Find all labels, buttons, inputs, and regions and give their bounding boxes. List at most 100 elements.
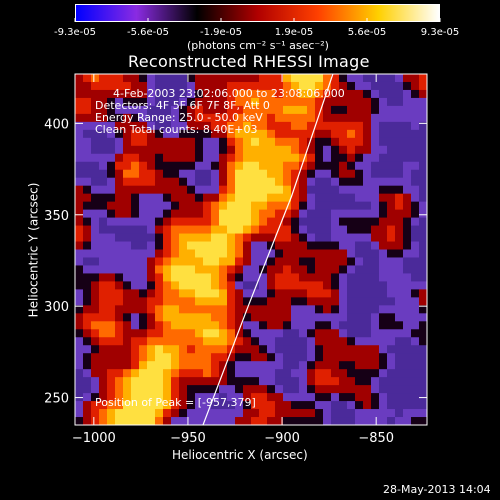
heatmap-cell [307,217,316,227]
heatmap-cell [219,393,228,402]
heatmap-cell [395,217,404,227]
heatmap-cell [307,201,316,211]
heatmap-cell [179,177,188,187]
heatmap-cell [267,193,276,203]
heatmap-cell [203,313,212,322]
heatmap-cell [147,401,156,410]
heatmap-cell [323,313,332,322]
heatmap-cell [299,225,308,235]
heatmap-cell [395,377,404,386]
heatmap-cell [131,105,140,115]
heatmap-cell [371,209,380,219]
heatmap-cell [107,297,116,306]
heatmap-cell [355,89,364,99]
heatmap-cell [139,241,148,251]
heatmap-cell [131,321,140,330]
heatmap-cell [267,369,276,378]
heatmap-cell [291,105,300,115]
heatmap-cell [219,321,228,330]
heatmap-cell [283,137,292,147]
heatmap-cell [347,177,356,187]
heatmap-cell [379,337,388,346]
heatmap-cell [371,201,380,211]
heatmap-cell [275,201,284,211]
heatmap-cell [307,97,316,107]
heatmap-cell [171,353,180,362]
heatmap-cell [283,105,292,115]
heatmap-cell [355,409,364,418]
heatmap-cell [339,329,348,338]
heatmap-cell [187,377,196,386]
heatmap-cell [75,321,84,330]
heatmap-cell [419,137,427,147]
heatmap-cell [347,249,356,259]
heatmap-cell [411,113,420,123]
heatmap-cell [331,225,340,235]
heatmap-cell [347,297,356,306]
heatmap-cell [371,145,380,155]
heatmap-cell [339,233,348,243]
heatmap-cell [283,161,292,171]
heatmap-cell [299,113,308,123]
heatmap-cell [219,177,228,187]
heatmap-cell [219,81,228,91]
heatmap-cell [227,249,236,259]
heatmap-cell [307,113,316,123]
heatmap-cell [315,113,324,123]
heatmap-cell [411,329,420,338]
heatmap-cell [259,385,268,394]
heatmap-cell [219,153,228,163]
heatmap-cell [299,265,308,275]
heatmap-cell [371,337,380,346]
heatmap-cell [195,201,204,211]
heatmap-cell [411,281,420,290]
heatmap-cell [155,385,164,394]
heatmap-cell [259,201,268,211]
heatmap-cell [323,377,332,386]
heatmap-cell [243,217,252,227]
heatmap-cell [211,153,220,163]
heatmap-cell [315,161,324,171]
heatmap-cell [91,105,100,115]
heatmap-cell [163,121,172,131]
heatmap-cell [315,241,324,251]
heatmap-cell [379,137,388,147]
heatmap-cell [419,273,427,283]
heatmap-cell [323,177,332,187]
heatmap-cell [339,145,348,155]
heatmap-cell [403,89,412,99]
heatmap-cell [91,257,100,267]
heatmap-cell [275,209,284,219]
heatmap-cell [315,297,324,306]
heatmap-cell [395,297,404,306]
heatmap-cell [107,337,116,346]
heatmap-cell [323,401,332,410]
heatmap-cell [227,81,236,91]
heatmap-cell [99,241,108,251]
heatmap-cell [275,129,284,139]
heatmap-cell [75,81,84,91]
heatmap-cell [115,385,124,394]
heatmap-cell [235,353,244,362]
heatmap-cell [251,305,260,314]
heatmap-cell [347,377,356,386]
heatmap-cell [211,361,220,370]
heatmap-cell [371,225,380,235]
heatmap-cell [371,297,380,306]
heatmap-cell [99,105,108,115]
heatmap-cell [203,81,212,91]
heatmap-cell [379,97,388,107]
heatmap-cell [163,305,172,314]
heatmap-cell [387,74,396,83]
heatmap-cell [187,369,196,378]
heatmap-cell [83,193,92,203]
heatmap-cell [363,361,372,370]
heatmap-cell [387,409,396,418]
heatmap-cell [171,89,180,99]
heatmap-cell [131,345,140,354]
heatmap-cell [203,265,212,275]
heatmap-cell [251,337,260,346]
heatmap-cell [163,361,172,370]
heatmap-cell [299,153,308,163]
heatmap-cell [131,121,140,131]
